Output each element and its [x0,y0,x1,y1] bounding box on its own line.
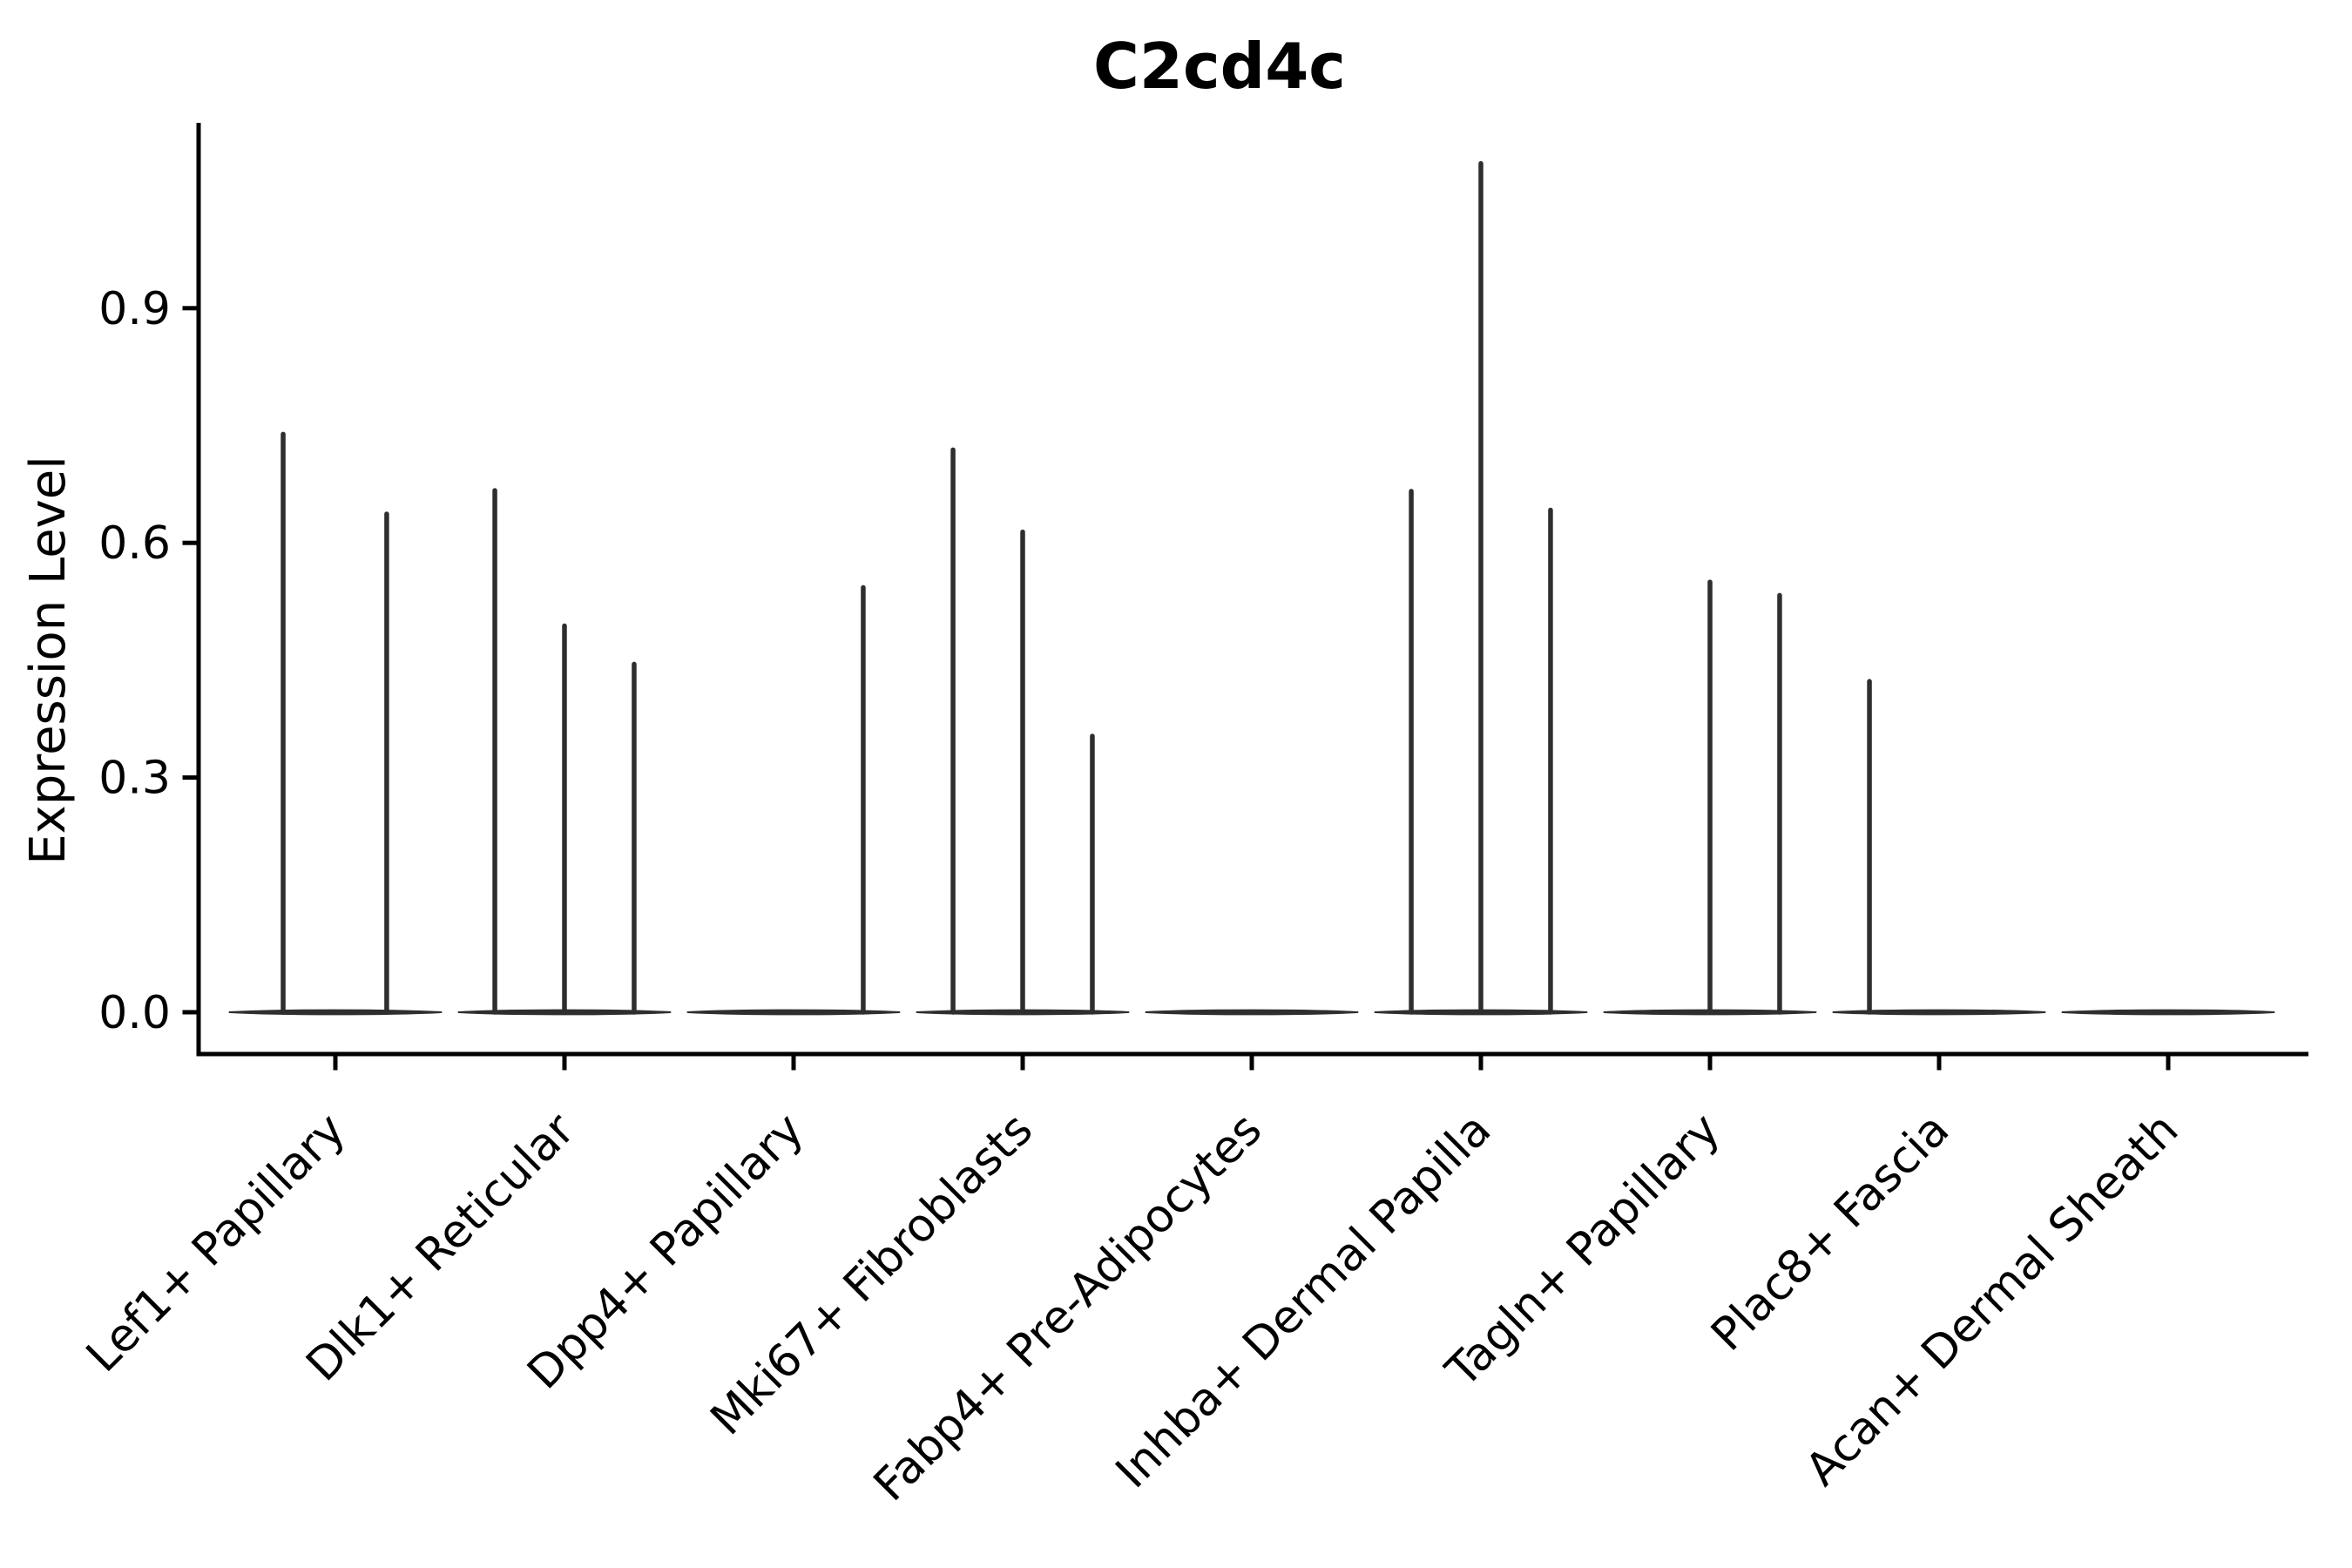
violins [228,160,2275,1016]
x-tick-label: Plac8+ Fascia [1701,1104,1959,1362]
x-tick-label: Inhba+ Dermal Papilla [1106,1104,1501,1498]
y-axis-ticks: 0.0 0.3 0.6 0.9 [98,283,197,1039]
violin-base [2061,1009,2275,1016]
violin-base [686,1009,901,1016]
x-tick-label: Fabp4+ Pre-Adipocytes [864,1104,1272,1511]
y-tick-label: 0.0 [98,987,171,1039]
violin-base [1145,1009,1359,1016]
y-tick-label: 0.3 [98,753,171,805]
y-tick-label: 0.9 [98,283,171,335]
violin-base [1832,1009,2046,1016]
y-tick-label: 0.6 [98,517,171,570]
violin-base [228,1009,443,1016]
plot-title: C2cd4c [1093,30,1346,103]
axes [196,123,2308,1057]
x-tick-label: Acan+ Dermal Sheath [1796,1104,2189,1497]
y-axis-label: Expression Level [20,456,77,865]
